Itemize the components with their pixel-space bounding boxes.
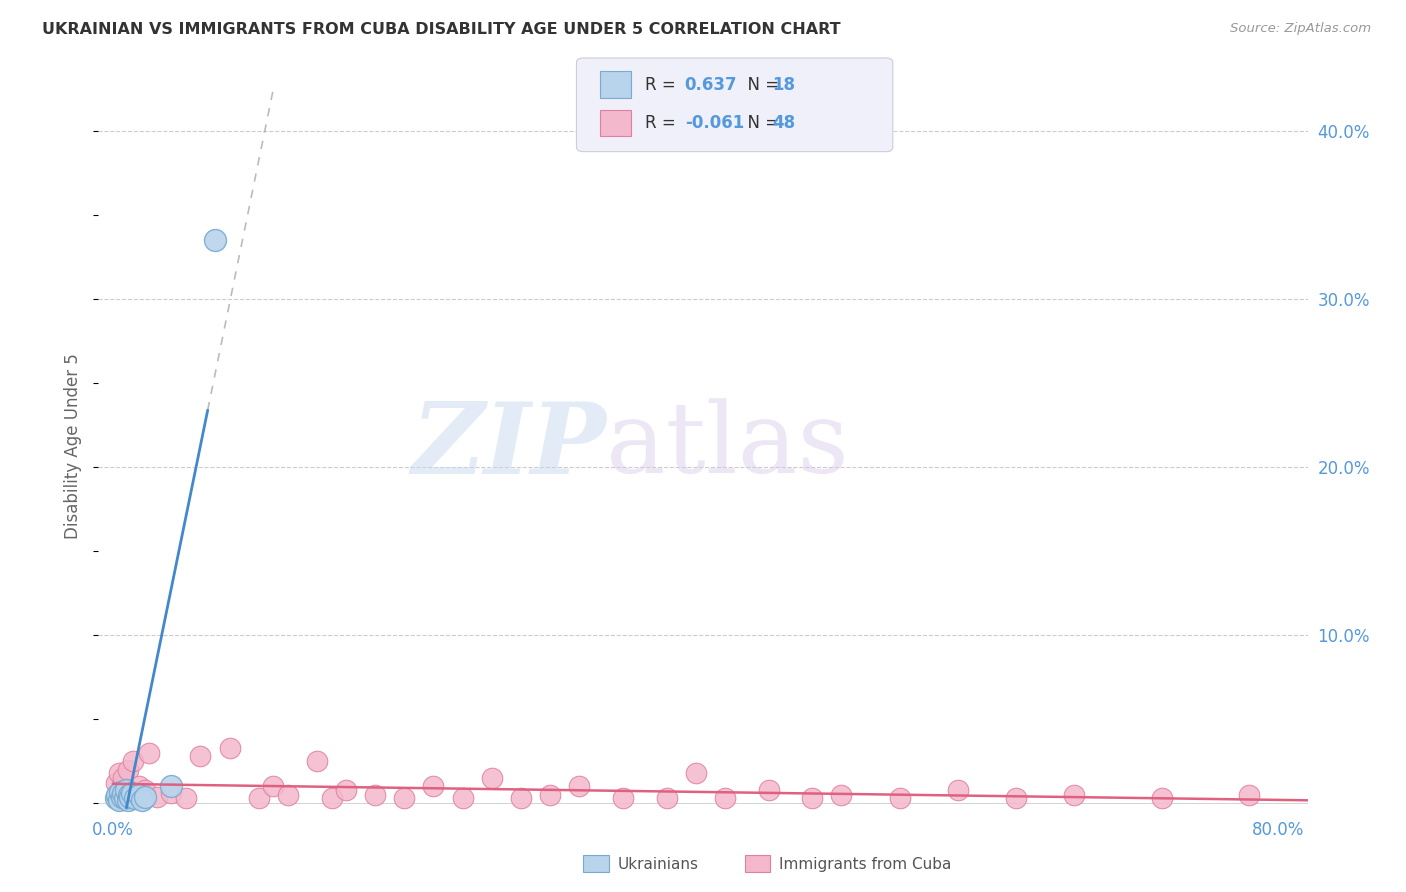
Point (655, 791, 678, 805)
Point (131, 793, 153, 807)
Point (110, 788, 132, 802)
Point (131, 788, 153, 802)
Text: ZIP: ZIP (412, 398, 606, 494)
Point (108, 766, 131, 780)
Point (134, 782, 156, 797)
Point (128, 788, 150, 802)
Point (112, 771, 135, 785)
Point (451, 791, 474, 805)
Point (277, 788, 299, 802)
Text: UKRAINIAN VS IMMIGRANTS FROM CUBA DISABILITY AGE UNDER 5 CORRELATION CHART: UKRAINIAN VS IMMIGRANTS FROM CUBA DISABI… (42, 22, 841, 37)
Text: N =: N = (737, 76, 785, 94)
Point (111, 780, 134, 794)
Point (134, 789, 156, 804)
Text: R =: R = (645, 76, 682, 94)
Point (105, 788, 128, 802)
Text: Source: ZipAtlas.com: Source: ZipAtlas.com (1230, 22, 1371, 36)
Text: Ukrainians: Ukrainians (617, 857, 699, 871)
Point (118, 788, 141, 802)
Text: 48: 48 (772, 114, 794, 132)
Point (830, 788, 852, 802)
Point (568, 780, 591, 794)
Point (364, 788, 387, 802)
Point (120, 789, 142, 804)
Point (121, 786, 143, 800)
Point (124, 791, 146, 805)
Text: N =: N = (737, 114, 785, 132)
Point (481, 771, 503, 785)
Y-axis label: Disability Age Under 5: Disability Age Under 5 (65, 353, 83, 539)
Point (305, 754, 328, 768)
Point (685, 766, 707, 780)
Point (509, 791, 531, 805)
Point (104, 791, 127, 805)
Point (145, 789, 167, 804)
Point (335, 782, 357, 797)
Point (204, 233, 226, 247)
Point (117, 763, 139, 777)
Point (394, 791, 416, 805)
Point (110, 784, 132, 798)
Point (160, 786, 183, 800)
Point (111, 789, 134, 804)
Point (321, 791, 343, 805)
Point (114, 791, 136, 805)
Point (128, 780, 150, 794)
Point (138, 746, 160, 760)
Point (889, 791, 911, 805)
Point (714, 791, 737, 805)
Point (104, 776, 127, 790)
Point (262, 780, 284, 794)
Point (1063, 788, 1085, 802)
Point (120, 784, 142, 798)
Point (117, 793, 139, 807)
Point (122, 754, 145, 768)
Point (612, 791, 634, 805)
Point (160, 780, 183, 794)
Point (218, 740, 240, 755)
Point (946, 782, 969, 797)
Point (247, 791, 270, 805)
Point (174, 791, 197, 805)
Point (1005, 791, 1028, 805)
Text: R =: R = (645, 114, 682, 132)
Point (118, 789, 141, 804)
Point (125, 791, 148, 805)
Point (1239, 788, 1261, 802)
Point (190, 749, 212, 764)
Point (422, 780, 444, 794)
Text: atlas: atlas (606, 398, 849, 494)
Point (538, 788, 561, 802)
Text: -0.061: -0.061 (685, 114, 744, 132)
Point (115, 782, 138, 797)
Point (801, 791, 824, 805)
Text: 18: 18 (772, 76, 794, 94)
Point (112, 786, 135, 800)
Point (114, 791, 136, 805)
Point (1150, 791, 1173, 805)
Text: Immigrants from Cuba: Immigrants from Cuba (779, 857, 952, 871)
Point (758, 782, 780, 797)
Text: 0.637: 0.637 (685, 76, 737, 94)
Point (108, 793, 131, 807)
Point (115, 782, 138, 797)
